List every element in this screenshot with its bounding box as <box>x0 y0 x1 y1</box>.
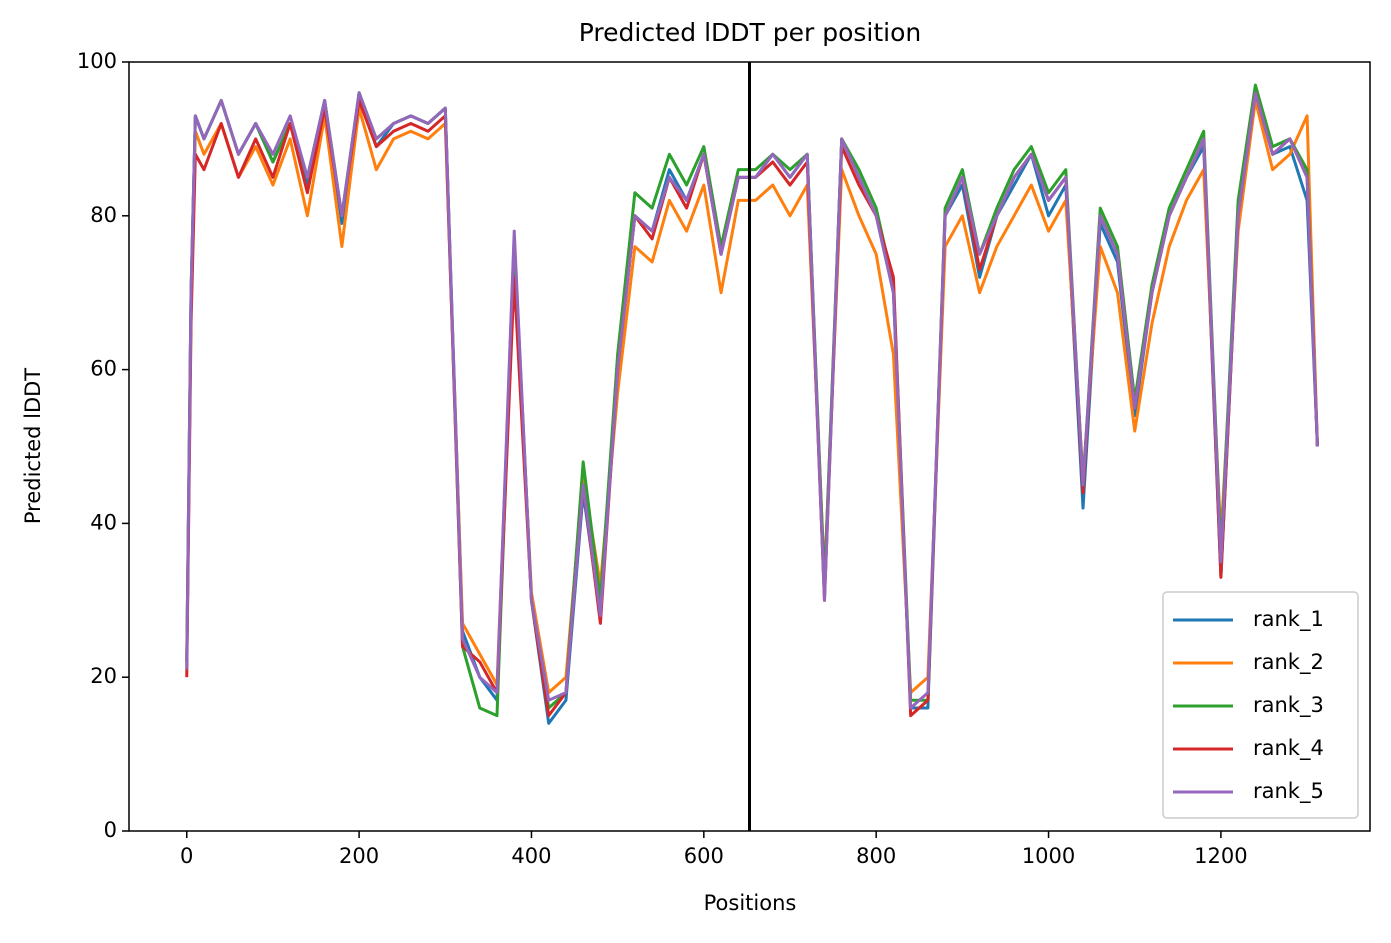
series-line <box>185 83 1319 718</box>
chart-title: Predicted lDDT per position <box>579 18 921 47</box>
x-tick-label: 200 <box>339 844 379 868</box>
legend-label: rank_5 <box>1253 779 1324 804</box>
series-line <box>185 98 1319 695</box>
series-line <box>185 91 1319 718</box>
x-tick-label: 0 <box>180 844 193 868</box>
x-axis-label: Positions <box>704 891 797 915</box>
y-tick-label: 40 <box>90 510 117 534</box>
legend-label: rank_3 <box>1253 693 1324 718</box>
legend-label: rank_4 <box>1253 736 1324 761</box>
y-axis-label: Predicted lDDT <box>21 368 45 524</box>
series-line <box>185 91 1319 725</box>
legend-box <box>1162 591 1359 819</box>
x-tick-label: 600 <box>684 844 724 868</box>
y-tick-label: 20 <box>90 664 117 688</box>
x-tick-label: 800 <box>856 844 896 868</box>
y-tick-label: 100 <box>77 49 117 73</box>
x-tick-label: 1200 <box>1194 844 1247 868</box>
x-tick-label: 400 <box>511 844 551 868</box>
y-tick-label: 0 <box>104 818 117 842</box>
legend-label: rank_2 <box>1253 650 1324 675</box>
y-tick-label: 60 <box>90 357 117 381</box>
x-tick-label: 1000 <box>1022 844 1075 868</box>
series-line <box>185 91 1319 710</box>
legend-label: rank_1 <box>1253 607 1324 632</box>
plot-frame <box>128 61 1371 832</box>
y-tick-label: 80 <box>90 203 117 227</box>
